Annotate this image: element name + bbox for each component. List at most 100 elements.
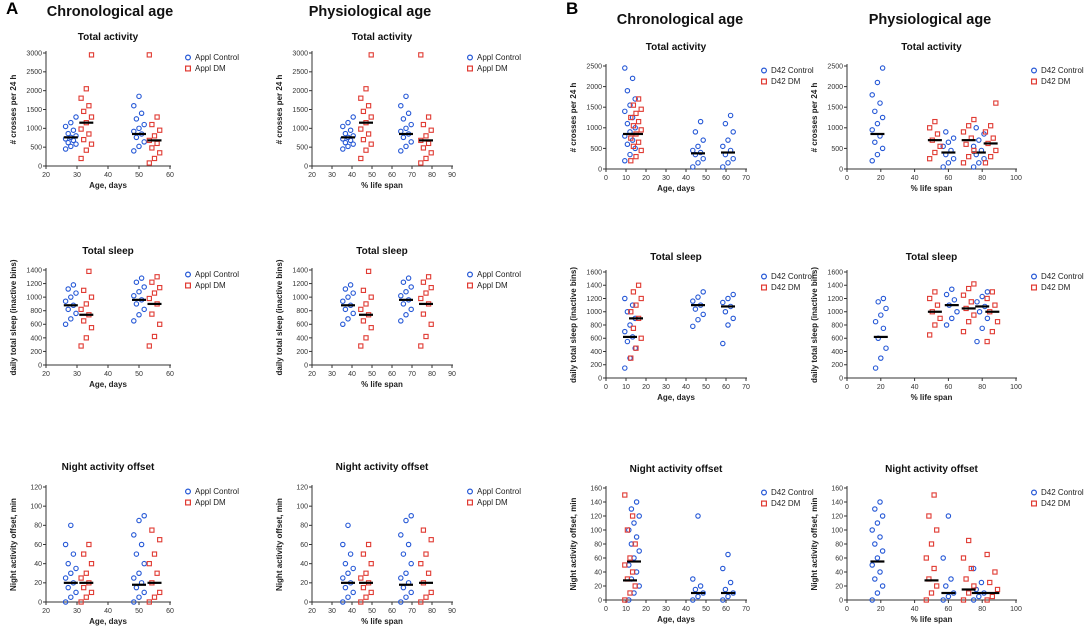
x-tick-label: 70	[408, 371, 416, 378]
data-point	[984, 551, 990, 558]
data-point	[690, 147, 696, 154]
y-tick-label: 0	[598, 166, 602, 173]
data-point	[151, 594, 158, 600]
y-tick-label: 1500	[26, 107, 42, 114]
data-point	[970, 164, 977, 170]
data-point	[138, 110, 145, 117]
data-point	[872, 365, 879, 371]
chart-title: Total sleep	[906, 252, 958, 263]
data-point	[934, 131, 941, 137]
data-point	[700, 311, 706, 318]
y-axis-label: # crosses per 24 h	[569, 82, 578, 152]
x-tick-label: 80	[428, 172, 436, 179]
legend-label: D42 DM	[1041, 77, 1071, 86]
y-tick-label: 0	[839, 166, 843, 173]
data-point	[78, 575, 84, 581]
data-point	[872, 318, 879, 325]
data-point	[68, 143, 74, 150]
data-point	[398, 599, 404, 605]
data-point	[73, 290, 79, 296]
data-point	[154, 114, 160, 120]
data-point	[365, 131, 372, 137]
x-tick-label: 90	[448, 608, 456, 615]
panel-letter-a: A	[6, 0, 18, 18]
data-point	[428, 321, 434, 327]
data-point	[994, 586, 1001, 593]
x-tick-label: 40	[348, 608, 356, 615]
data-point	[976, 593, 982, 600]
x-tick-label: 60	[722, 175, 730, 182]
y-tick-label: 800	[30, 308, 42, 315]
data-point	[131, 102, 137, 109]
data-point	[345, 143, 351, 150]
legend-marker	[760, 78, 767, 85]
data-point	[408, 589, 414, 596]
data-point	[950, 135, 957, 141]
x-tick-label: 50	[368, 371, 376, 378]
legend-marker	[467, 271, 474, 278]
legend-marker	[760, 489, 767, 496]
data-point	[700, 289, 706, 295]
series-dm	[358, 268, 434, 349]
data-point	[987, 153, 994, 160]
series-dm	[923, 492, 1001, 603]
data-point	[931, 565, 937, 572]
data-point	[340, 123, 346, 130]
data-point	[968, 299, 974, 305]
series-control	[869, 499, 987, 603]
legend-label: D42 DM	[771, 499, 801, 508]
data-point	[968, 565, 974, 572]
data-point	[638, 106, 644, 112]
data-point	[928, 590, 935, 596]
data-point	[879, 114, 886, 121]
x-axis-label: Age, days	[89, 380, 127, 389]
data-point	[923, 555, 929, 561]
data-point	[400, 584, 407, 591]
data-point	[984, 295, 990, 302]
data-point	[403, 312, 409, 318]
data-point	[987, 579, 993, 586]
data-point	[418, 343, 424, 349]
y-tick-label: 100	[590, 527, 602, 534]
data-point	[923, 597, 929, 603]
data-point	[624, 308, 631, 315]
data-point	[966, 319, 972, 325]
x-tick-label: 80	[428, 608, 436, 615]
y-axis-label: Night activity offset, min	[9, 498, 18, 591]
data-point	[940, 164, 946, 170]
data-point	[403, 517, 409, 524]
data-point	[877, 534, 883, 540]
data-point	[423, 155, 429, 162]
data-point	[638, 335, 644, 341]
data-point	[88, 325, 95, 331]
data-point	[633, 499, 640, 505]
x-tick-label: 60	[388, 172, 396, 179]
data-point	[937, 315, 943, 322]
data-point	[408, 284, 414, 290]
data-point	[725, 137, 731, 143]
data-point	[638, 295, 644, 302]
data-point	[340, 599, 346, 605]
data-point	[358, 575, 364, 581]
data-point	[65, 584, 71, 591]
data-point	[83, 147, 89, 153]
x-tick-label: 30	[662, 175, 670, 182]
data-point	[927, 332, 933, 338]
data-point	[141, 284, 147, 290]
x-tick-label: 80	[428, 371, 436, 378]
series-dm	[628, 96, 644, 164]
data-point	[62, 146, 69, 152]
data-point	[628, 114, 634, 121]
chart-title: Total sleep	[650, 252, 702, 263]
data-point	[931, 492, 937, 498]
data-point	[725, 160, 731, 166]
x-tick-label: 20	[42, 371, 50, 378]
data-point	[345, 594, 351, 600]
data-point	[979, 293, 985, 300]
column-title-b-chronological: Chronological age	[617, 12, 744, 28]
x-tick-label: 70	[742, 384, 750, 391]
data-point	[927, 295, 933, 302]
x-tick-label: 20	[308, 371, 316, 378]
data-point	[974, 299, 980, 305]
data-point	[423, 594, 429, 600]
